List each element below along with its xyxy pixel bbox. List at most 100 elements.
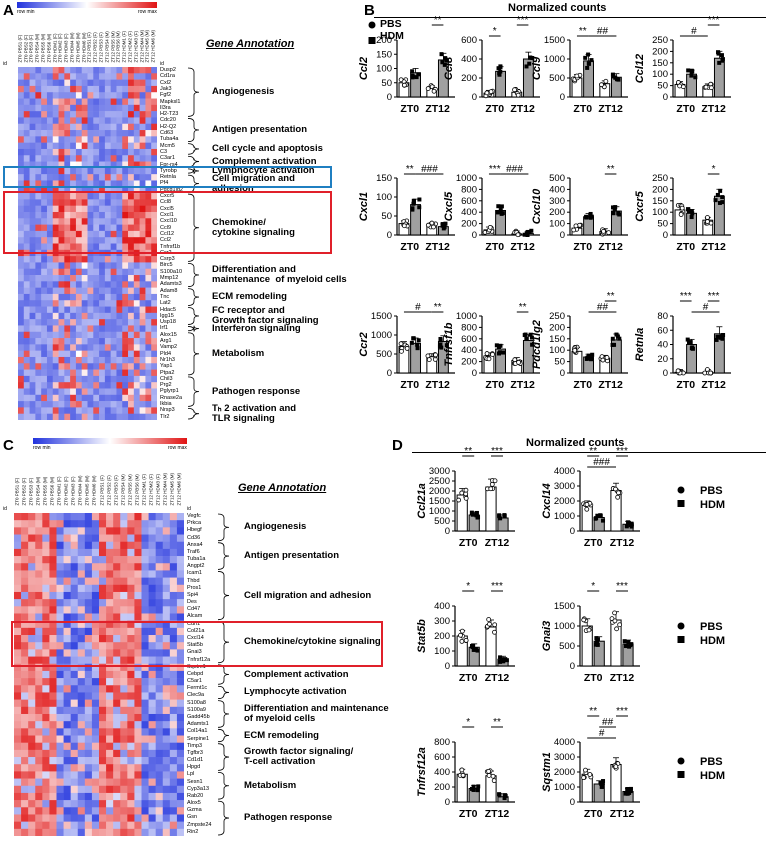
heatmap-cell: [64, 211, 71, 219]
heatmap-cell: [145, 331, 152, 339]
heatmap-cell: [41, 230, 48, 238]
heatmap-cell: [133, 136, 140, 143]
heatmap-cell: [99, 382, 106, 389]
heatmap-cell: [63, 764, 71, 772]
heatmap-cell: [70, 706, 79, 715]
heatmap-cell: [120, 807, 128, 815]
heatmap-cell: [116, 237, 123, 244]
gene-label: Lpl: [187, 771, 195, 778]
heatmap-cell: [134, 577, 142, 586]
heatmap-cell: [87, 224, 94, 232]
heatmap-cell: [70, 161, 77, 169]
heatmap-cell: [18, 123, 25, 131]
data-point: [431, 88, 437, 94]
heatmap-cell: [41, 331, 48, 339]
heatmap-cell: [70, 685, 79, 693]
heatmap-cell: [106, 814, 114, 822]
heatmap-cell: [63, 606, 71, 614]
heatmap-cell: [35, 338, 42, 345]
heatmap-cell: [106, 613, 114, 621]
heatmap-cell: [134, 541, 142, 550]
heatmap-cell: [23, 167, 30, 175]
bar-pbs: [485, 486, 497, 532]
heatmap-cell: [99, 92, 106, 99]
heatmap-cell: [91, 728, 100, 736]
gene-label: Csrp3: [160, 256, 175, 263]
heatmap-cell: [14, 642, 22, 650]
heatmap-cell: [81, 186, 88, 194]
heatmap-cell: [58, 268, 65, 276]
heatmap-cell: [93, 148, 100, 156]
heatmap-cell: [169, 613, 178, 621]
heatmap-cell: [127, 570, 135, 578]
heatmap-cell: [99, 642, 107, 650]
heatmap-cell: [41, 211, 48, 219]
heatmap-cell: [56, 728, 64, 736]
heatmap-cell: [52, 73, 59, 80]
heatmap-cell: [35, 685, 43, 693]
legend-hdm-label: HDM: [700, 770, 725, 782]
heatmap-cell: [46, 331, 54, 339]
heatmap-cell: [21, 721, 29, 729]
heatmap-cell: [52, 281, 59, 288]
heatmap-cell: [155, 613, 164, 621]
heatmap-cell: [42, 606, 50, 614]
heatmap-cell: [70, 199, 77, 206]
heatmap-cell: [145, 117, 152, 125]
y-tick-label: 200: [652, 184, 668, 195]
heatmap-cell: [42, 792, 50, 801]
heatmap-cell: [28, 807, 36, 815]
heatmap-cell: [99, 325, 106, 333]
heatmap-cell: [35, 591, 43, 600]
heatmap-cell: [49, 800, 57, 808]
y-tick-label: 0: [570, 526, 575, 537]
heatmap-cell: [141, 656, 149, 665]
heatmap-cell: [87, 306, 94, 314]
heatmap-cell: [23, 363, 30, 370]
heatmap-cell: [29, 262, 36, 270]
heatmap-cell: [113, 699, 121, 708]
heatmap-cell: [162, 613, 171, 621]
heatmap-cell: [128, 167, 135, 175]
data-point: [487, 224, 493, 230]
heatmap-cell: [104, 268, 111, 276]
annotation-label: Differentiation and maintenance of myelo…: [212, 264, 347, 286]
gene-label: Timp3: [187, 742, 203, 749]
heatmap-cell: [162, 792, 171, 801]
heatmap-cell: [87, 338, 94, 345]
heatmap-cell: [116, 312, 123, 320]
heatmap-cell: [70, 174, 77, 181]
heatmap-cell: [23, 369, 30, 377]
heatmap-cell: [87, 300, 94, 307]
heatmap-cell: [91, 778, 100, 787]
heatmap-cell: [116, 275, 123, 282]
heatmap-cell: [139, 281, 146, 288]
heatmap-cell: [77, 520, 86, 528]
heatmap-cell: [52, 123, 59, 131]
heatmap-cell: [99, 606, 107, 614]
heatmap-cell: [46, 363, 54, 370]
heatmap-cell: [75, 300, 83, 307]
heatmap-cell: [122, 85, 129, 93]
heatmap-cell: [106, 699, 114, 708]
panel-letter-c: C: [3, 437, 14, 454]
heatmap-cell: [99, 369, 106, 377]
heatmap-cell: [145, 356, 152, 364]
heatmap-cell: [14, 713, 22, 722]
heatmap-cell: [81, 148, 88, 156]
heatmap-cell: [23, 155, 30, 162]
heatmap-cell: [87, 67, 94, 74]
heatmap-cell: [139, 350, 146, 358]
heatmap-cell: [70, 262, 77, 270]
data-point: [515, 232, 521, 238]
heatmap-cell: [56, 527, 64, 535]
heatmap-cell: [23, 407, 30, 414]
data-point: [476, 784, 481, 789]
heatmap-cell: [41, 293, 48, 301]
heatmap-cell: [84, 670, 93, 679]
heatmap-cell: [42, 541, 50, 550]
heatmap-cell: [141, 556, 149, 564]
heatmap-cell: [139, 67, 146, 74]
heatmap-cell: [46, 148, 54, 156]
heatmap-cell: [139, 237, 146, 244]
